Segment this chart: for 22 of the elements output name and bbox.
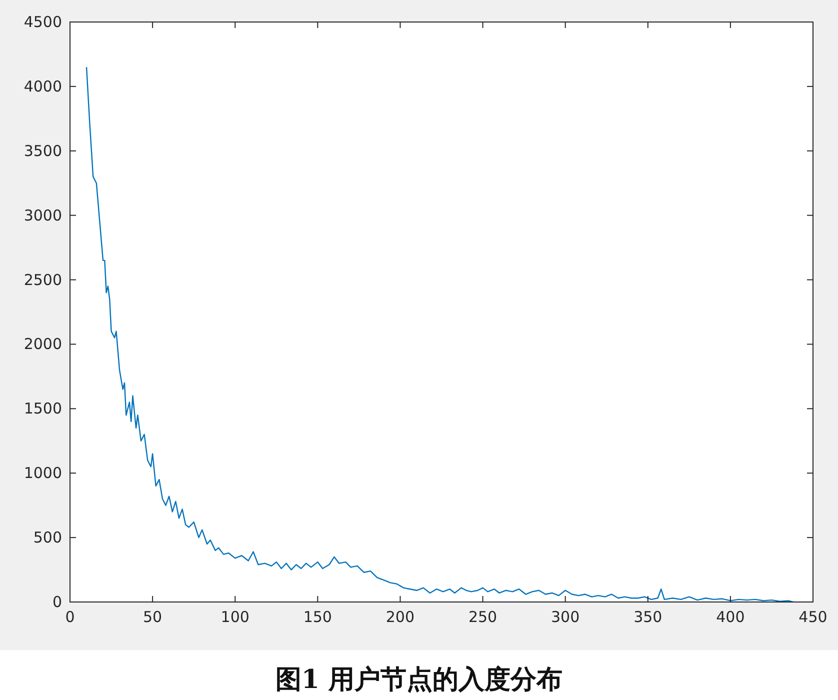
x-tick-label: 100: [220, 608, 250, 626]
y-tick-label: 1000: [24, 464, 62, 482]
y-tick-label: 0: [52, 593, 62, 611]
x-tick-label: 300: [551, 608, 580, 626]
y-tick-label: 4000: [24, 77, 62, 96]
y-tick-label: 500: [33, 528, 62, 547]
x-tick-label: 50: [143, 608, 162, 626]
y-tick-label: 2500: [24, 270, 62, 289]
caption: 图1 用户节点的入度分布: [275, 665, 563, 695]
x-tick-label: 350: [634, 608, 662, 626]
y-tick-label: 3500: [24, 142, 62, 160]
y-tick-label: 2000: [24, 335, 62, 354]
x-tick-label: 400: [716, 608, 745, 626]
line-series: [86, 66, 794, 603]
x-tick-label: 0: [65, 608, 75, 626]
x-tick-label: 250: [468, 608, 498, 626]
x-tick-label: 200: [386, 608, 415, 626]
y-tick-label: 1500: [24, 400, 62, 418]
x-tick-label: 450: [798, 608, 828, 626]
x-tick-label: 150: [303, 608, 332, 626]
y-tick-label: 3000: [24, 206, 62, 224]
y-tick-label: 4500: [24, 13, 62, 31]
